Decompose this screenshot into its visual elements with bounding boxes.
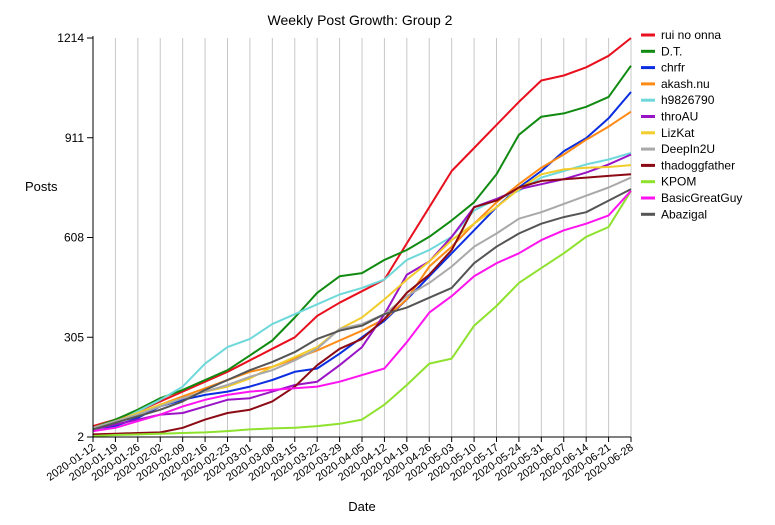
legend-label-5: throAU (661, 110, 698, 124)
series-line-9 (92, 190, 632, 437)
legend: rui no onna D.T. chrfr akash.nu h9826790 thro… (641, 28, 742, 221)
legend-label-9: KPOM (661, 175, 696, 189)
x-axis: 2020-01-122020-01-192020-01-262020-02-02… (45, 437, 636, 484)
y-tick-label-4: 1214 (57, 31, 84, 45)
legend-label-6: LizKat (661, 126, 695, 140)
legend-label-1: D.T. (661, 44, 682, 58)
series-line-7 (92, 176, 632, 429)
series-line-11 (92, 188, 632, 431)
chart-title: Weekly Post Growth: Group 2 (268, 12, 453, 28)
y-tick-label-0: 2 (77, 430, 84, 444)
grid (92, 38, 632, 437)
series-line-10 (92, 190, 632, 433)
series-line-0 (92, 37, 632, 428)
x-axis-label: Date (348, 499, 375, 514)
legend-label-4: h9826790 (661, 93, 715, 107)
series-lines (92, 37, 632, 437)
legend-label-7: DeepIn2U (661, 142, 715, 156)
y-tick-label-2: 608 (64, 231, 84, 245)
series-line-4 (92, 151, 632, 433)
legend-label-2: chrfr (661, 61, 685, 75)
legend-label-10: BasicGreatGuy (661, 191, 742, 205)
y-tick-label-3: 911 (65, 131, 84, 145)
series-line-8 (92, 173, 632, 436)
series-line-3 (92, 110, 632, 431)
y-tick-label-1: 305 (64, 330, 84, 344)
legend-label-3: akash.nu (661, 77, 710, 91)
y-axis: 2 305 608 911 1214 (57, 31, 93, 444)
series-line-1 (92, 65, 632, 429)
series-line-2 (92, 91, 632, 433)
legend-label-11: Abazigal (661, 207, 707, 221)
legend-label-0: rui no onna (661, 28, 721, 42)
y-axis-label: Posts (25, 179, 58, 194)
legend-label-8: thadoggfather (661, 158, 735, 172)
series-line-5 (92, 153, 632, 431)
